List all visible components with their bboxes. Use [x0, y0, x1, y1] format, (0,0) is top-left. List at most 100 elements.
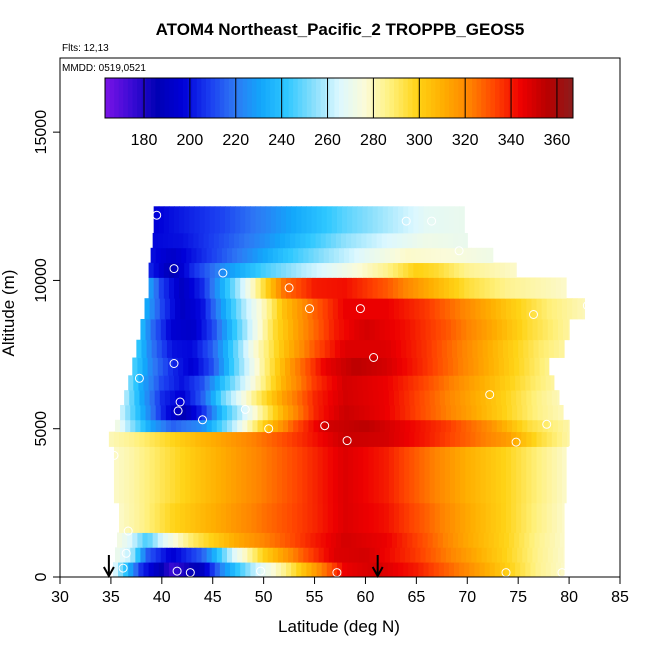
heatmap-cell: [306, 206, 313, 234]
heatmap-cell: [148, 375, 155, 391]
heatmap-cell: [197, 339, 204, 358]
heatmap-cell: [270, 375, 277, 391]
heatmap-cell: [187, 339, 193, 358]
heatmap-cell: [515, 375, 521, 391]
heatmap-cell: [267, 318, 274, 341]
heatmap-cell: [163, 375, 170, 391]
heatmap-cell: [216, 404, 223, 421]
heatmap-cell: [515, 262, 517, 278]
heatmap-cell: [373, 298, 380, 320]
heatmap-cell: [247, 547, 254, 563]
heatmap-cell: [510, 562, 516, 578]
heatmap-cell: [307, 502, 314, 533]
heatmap-cell: [260, 562, 267, 578]
colorbar-swatch: [472, 78, 478, 118]
chart-title: ATOM4 Northeast_Pacific_2 TROPPB_GEOS5: [156, 20, 525, 39]
heatmap-cell: [488, 532, 495, 548]
heatmap-cell: [336, 262, 343, 278]
heatmap-cell: [125, 419, 131, 433]
heatmap-cell: [415, 419, 422, 433]
heatmap-cell: [246, 502, 253, 533]
heatmap-cell: [231, 390, 237, 406]
heatmap-cell: [562, 318, 569, 341]
heatmap-cell: [152, 357, 159, 376]
x-tick-label: 85: [611, 589, 629, 606]
heatmap-cell: [409, 390, 415, 406]
heatmap-cell: [323, 404, 330, 421]
heatmap-cell: [354, 547, 360, 563]
heatmap-cell: [476, 547, 483, 563]
heatmap-cell: [537, 547, 544, 563]
heatmap-cell: [399, 431, 405, 447]
sample-point: [121, 548, 131, 558]
heatmap-cell: [228, 339, 234, 358]
heatmap-cell: [437, 232, 444, 249]
heatmap-cell: [157, 532, 164, 548]
heatmap-cell: [354, 318, 360, 341]
heatmap-cell: [323, 318, 330, 341]
heatmap-cell: [214, 562, 221, 578]
heatmap-cell: [215, 390, 222, 406]
heatmap-cell: [252, 419, 259, 433]
heatmap-cell: [494, 562, 501, 578]
heatmap-cell: [476, 419, 483, 433]
heatmap-cell: [534, 357, 541, 376]
heatmap-cell: [293, 419, 299, 433]
heatmap-cell: [225, 502, 232, 533]
heatmap-cell: [377, 206, 384, 234]
heatmap-cell: [333, 419, 340, 433]
heatmap-cell: [552, 318, 559, 341]
heatmap-cell: [373, 431, 380, 447]
heatmap-cell: [491, 419, 498, 433]
heatmap-cell: [386, 532, 393, 548]
heatmap-cell: [410, 247, 416, 264]
heatmap-cell: [265, 206, 272, 234]
heatmap-cell: [181, 547, 187, 563]
heatmap-cell: [461, 404, 467, 421]
heatmap-cell: [219, 375, 226, 391]
heatmap-cell: [194, 206, 201, 234]
heatmap-cell: [357, 262, 363, 278]
heatmap-cell: [191, 404, 198, 421]
heatmap-cell: [160, 247, 167, 264]
heatmap-cell: [394, 547, 401, 563]
heatmap-cell: [191, 247, 198, 264]
heatmap-cell: [138, 562, 145, 578]
heatmap-cell: [367, 206, 374, 234]
heatmap-cell: [170, 318, 177, 341]
heatmap-cell: [210, 390, 217, 406]
heatmap-cell: [338, 404, 345, 421]
heatmap-cell: [363, 446, 370, 504]
heatmap-cell: [300, 357, 306, 376]
heatmap-cell: [333, 318, 340, 341]
heatmap-cell: [490, 298, 497, 320]
sample-point: [172, 566, 182, 576]
heatmap-cell: [550, 277, 557, 299]
heatmap-cell: [198, 357, 205, 376]
heatmap-cell: [551, 390, 558, 406]
heatmap-cell: [223, 232, 230, 249]
heatmap-cell: [245, 262, 251, 278]
heatmap-cell: [181, 318, 187, 341]
heatmap-cell: [236, 431, 242, 447]
colorbar-swatch: [118, 78, 124, 118]
heatmap-cell: [495, 431, 502, 447]
heatmap-cell: [195, 431, 202, 447]
heatmap-cell: [322, 298, 329, 320]
heatmap-cell: [447, 232, 454, 249]
heatmap-cell: [161, 339, 168, 358]
sample-point: [173, 406, 183, 416]
heatmap-cell: [368, 446, 375, 504]
heatmap-cell: [430, 547, 437, 563]
heatmap-cell: [537, 419, 544, 433]
sample-point: [218, 268, 228, 278]
heatmap-cell: [403, 562, 409, 578]
colorbar-tick-label: 220: [222, 132, 249, 149]
heatmap-cell: [432, 232, 439, 249]
heatmap-cell: [553, 339, 560, 358]
heatmap-cell: [216, 547, 223, 563]
heatmap-cell: [417, 357, 424, 376]
heatmap-cell: [313, 404, 320, 421]
sample-point: [485, 390, 495, 400]
heatmap-cell: [191, 419, 198, 433]
